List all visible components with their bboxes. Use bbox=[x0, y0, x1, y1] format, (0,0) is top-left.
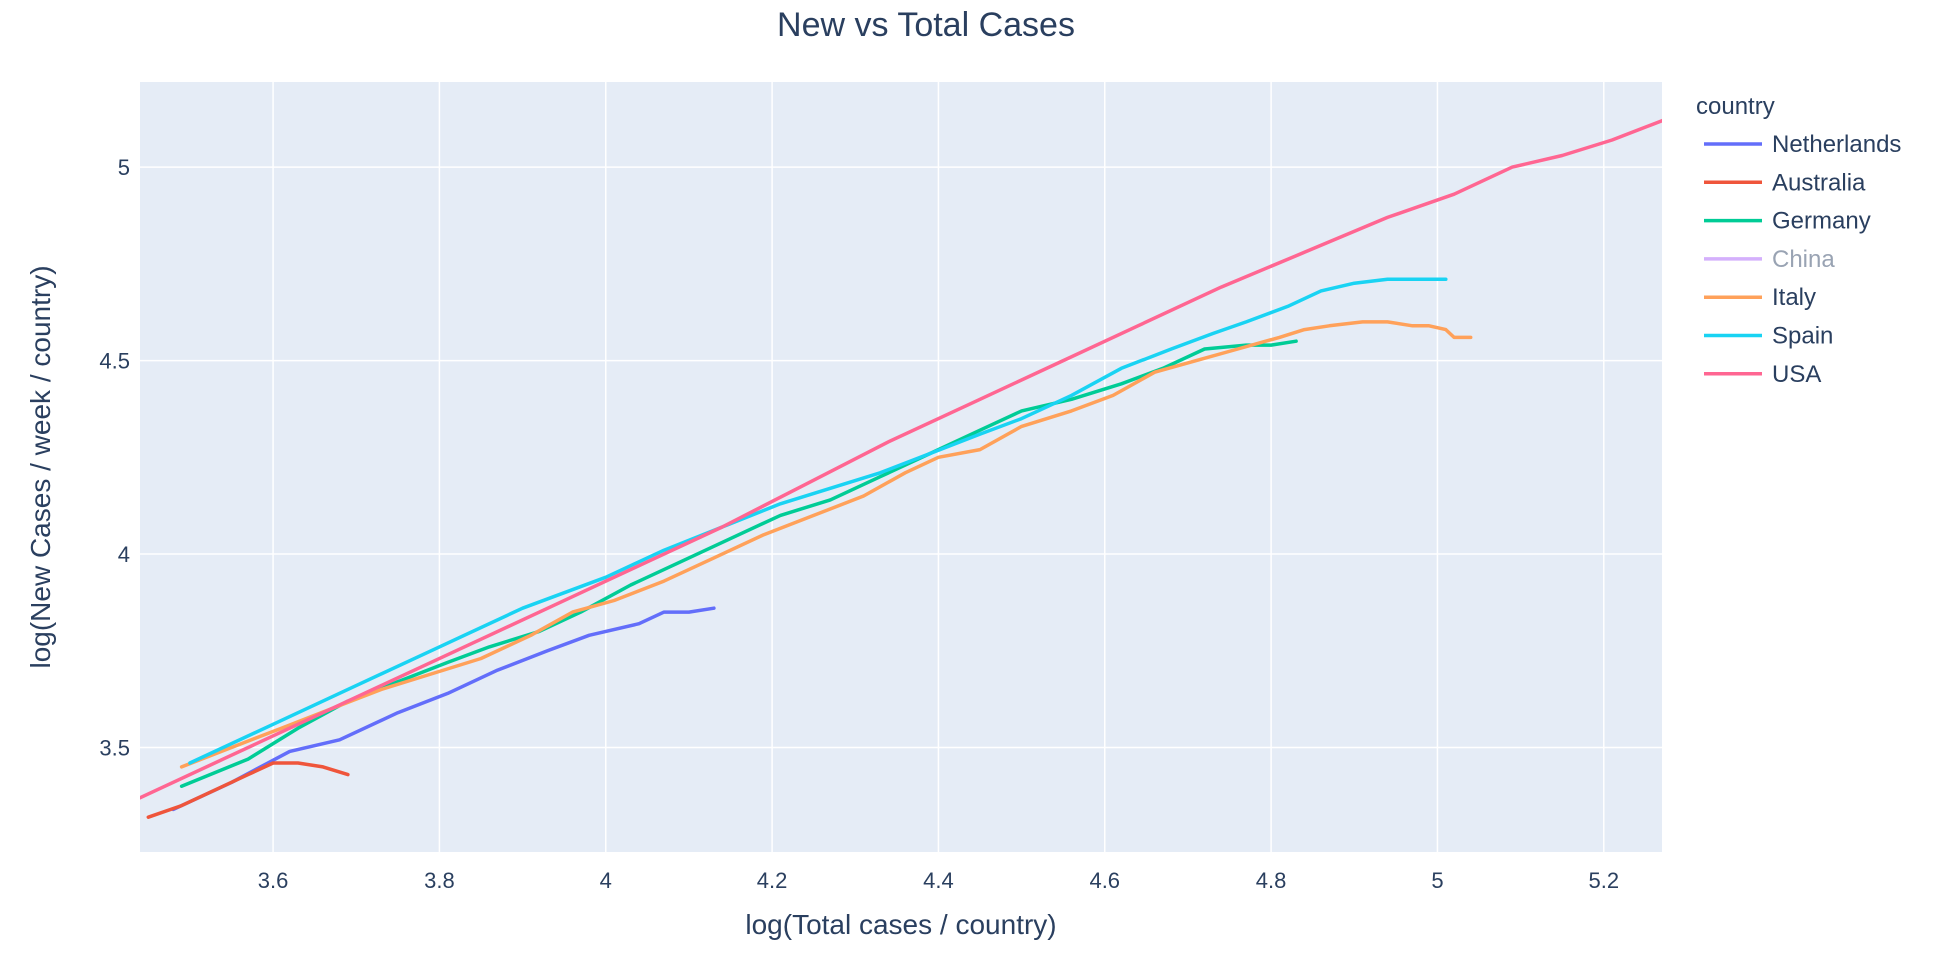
legend-title: country bbox=[1696, 93, 1775, 120]
x-tick-label: 3.6 bbox=[258, 868, 289, 893]
legend-label: Spain bbox=[1772, 323, 1833, 350]
legend-item-germany[interactable]: Germany bbox=[1704, 208, 1871, 235]
legend-items: Netherlands Australia Germany China Italy Spa… bbox=[1704, 131, 1901, 388]
series-lines bbox=[140, 118, 1662, 819]
legend-label: China bbox=[1772, 246, 1835, 273]
x-tick-label: 4.8 bbox=[1256, 868, 1287, 893]
legend-label: Australia bbox=[1772, 169, 1866, 196]
y-tick-label: 5 bbox=[118, 155, 130, 180]
x-tick-label: 4.2 bbox=[757, 868, 788, 893]
series-line-italy[interactable] bbox=[179, 320, 1473, 769]
x-tick-label: 4.4 bbox=[923, 868, 954, 893]
legend-item-usa[interactable]: USA bbox=[1704, 361, 1821, 388]
legend-item-italy[interactable]: Italy bbox=[1704, 284, 1816, 311]
legend-item-china[interactable]: China bbox=[1704, 246, 1835, 273]
axis-ticks: 3.6 3.8 4 4.2 4.4 4.6 4.8 5 5.2 3.5 4 4.5 5 bbox=[99, 155, 1619, 893]
y-tick-label: 4.5 bbox=[99, 349, 130, 374]
legend-label: Germany bbox=[1772, 208, 1871, 235]
x-tick-label: 5.2 bbox=[1588, 868, 1619, 893]
y-tick-label: 3.5 bbox=[99, 736, 130, 761]
series-line-usa[interactable] bbox=[140, 118, 1662, 800]
y-axis-title: log(New Cases / week / country) bbox=[25, 265, 56, 668]
legend-item-spain[interactable]: Spain bbox=[1704, 323, 1833, 350]
x-tick-label: 3.8 bbox=[424, 868, 455, 893]
legend-label: Italy bbox=[1772, 284, 1816, 311]
series-line-netherlands[interactable] bbox=[171, 606, 716, 812]
grid-lines bbox=[140, 82, 1662, 852]
series-line-australia[interactable] bbox=[146, 761, 350, 819]
series-line-spain[interactable] bbox=[188, 277, 1448, 765]
x-axis-title: log(Total cases / country) bbox=[745, 909, 1056, 940]
legend-item-australia[interactable]: Australia bbox=[1704, 169, 1866, 196]
chart-title: New vs Total Cases bbox=[777, 6, 1075, 44]
legend-label: Netherlands bbox=[1772, 131, 1901, 158]
legend-label: USA bbox=[1772, 361, 1821, 388]
x-tick-label: 4 bbox=[600, 868, 612, 893]
x-tick-label: 4.6 bbox=[1089, 868, 1120, 893]
x-tick-label: 5 bbox=[1431, 868, 1443, 893]
legend-item-netherlands[interactable]: Netherlands bbox=[1704, 131, 1901, 158]
y-tick-label: 4 bbox=[118, 542, 130, 567]
legend: country Netherlands Australia Germany China… bbox=[1696, 93, 1901, 388]
